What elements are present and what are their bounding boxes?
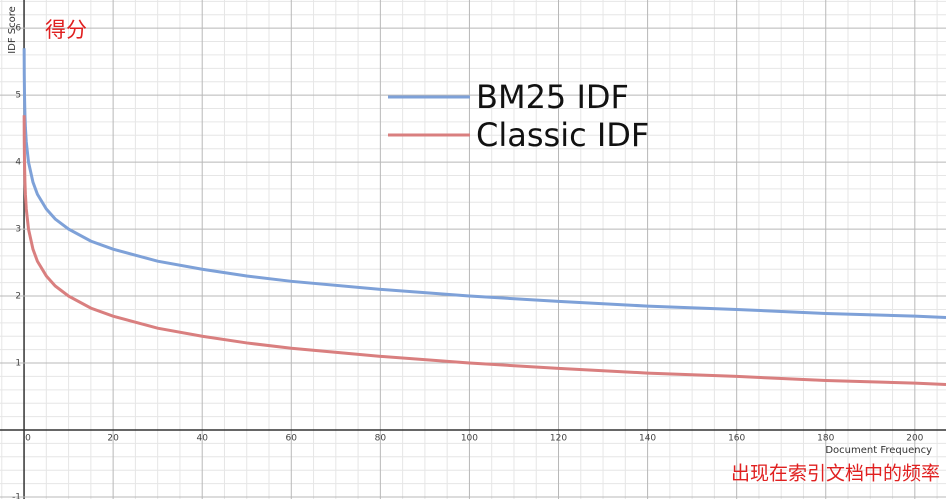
legend-label: BM25 IDF [476,78,629,116]
x-tick-label: 0 [25,434,31,444]
x-tick-label: 40 [196,434,208,444]
x-tick-label: 140 [639,434,656,444]
x-tick-label: 20 [107,434,119,444]
x-axis-label: Document Frequency [825,445,932,456]
y-tick-label: 4 [15,158,21,168]
x-tick-label: 80 [375,434,387,444]
x-tick-label: 180 [817,434,834,444]
series-line [22,115,946,386]
annotation: 出现在索引文档中的频率 [731,463,940,485]
x-tick-label: 200 [906,434,923,444]
x-tick-label: 160 [728,434,745,444]
y-tick-label: 3 [15,225,21,235]
y-tick-label: 1 [15,359,21,369]
y-tick-label: 6 [15,24,21,34]
x-tick-label: 120 [550,434,567,444]
y-tick-label: 2 [15,292,21,302]
legend-label: Classic IDF [476,116,649,154]
y-tick-label: 5 [15,91,21,101]
y-tick-label: -1 [12,492,21,499]
annotation: 得分 [45,18,87,42]
x-tick-label: 60 [286,434,298,444]
x-tick-label: 100 [461,434,478,444]
y-axis-label: IDF Score [7,6,18,54]
